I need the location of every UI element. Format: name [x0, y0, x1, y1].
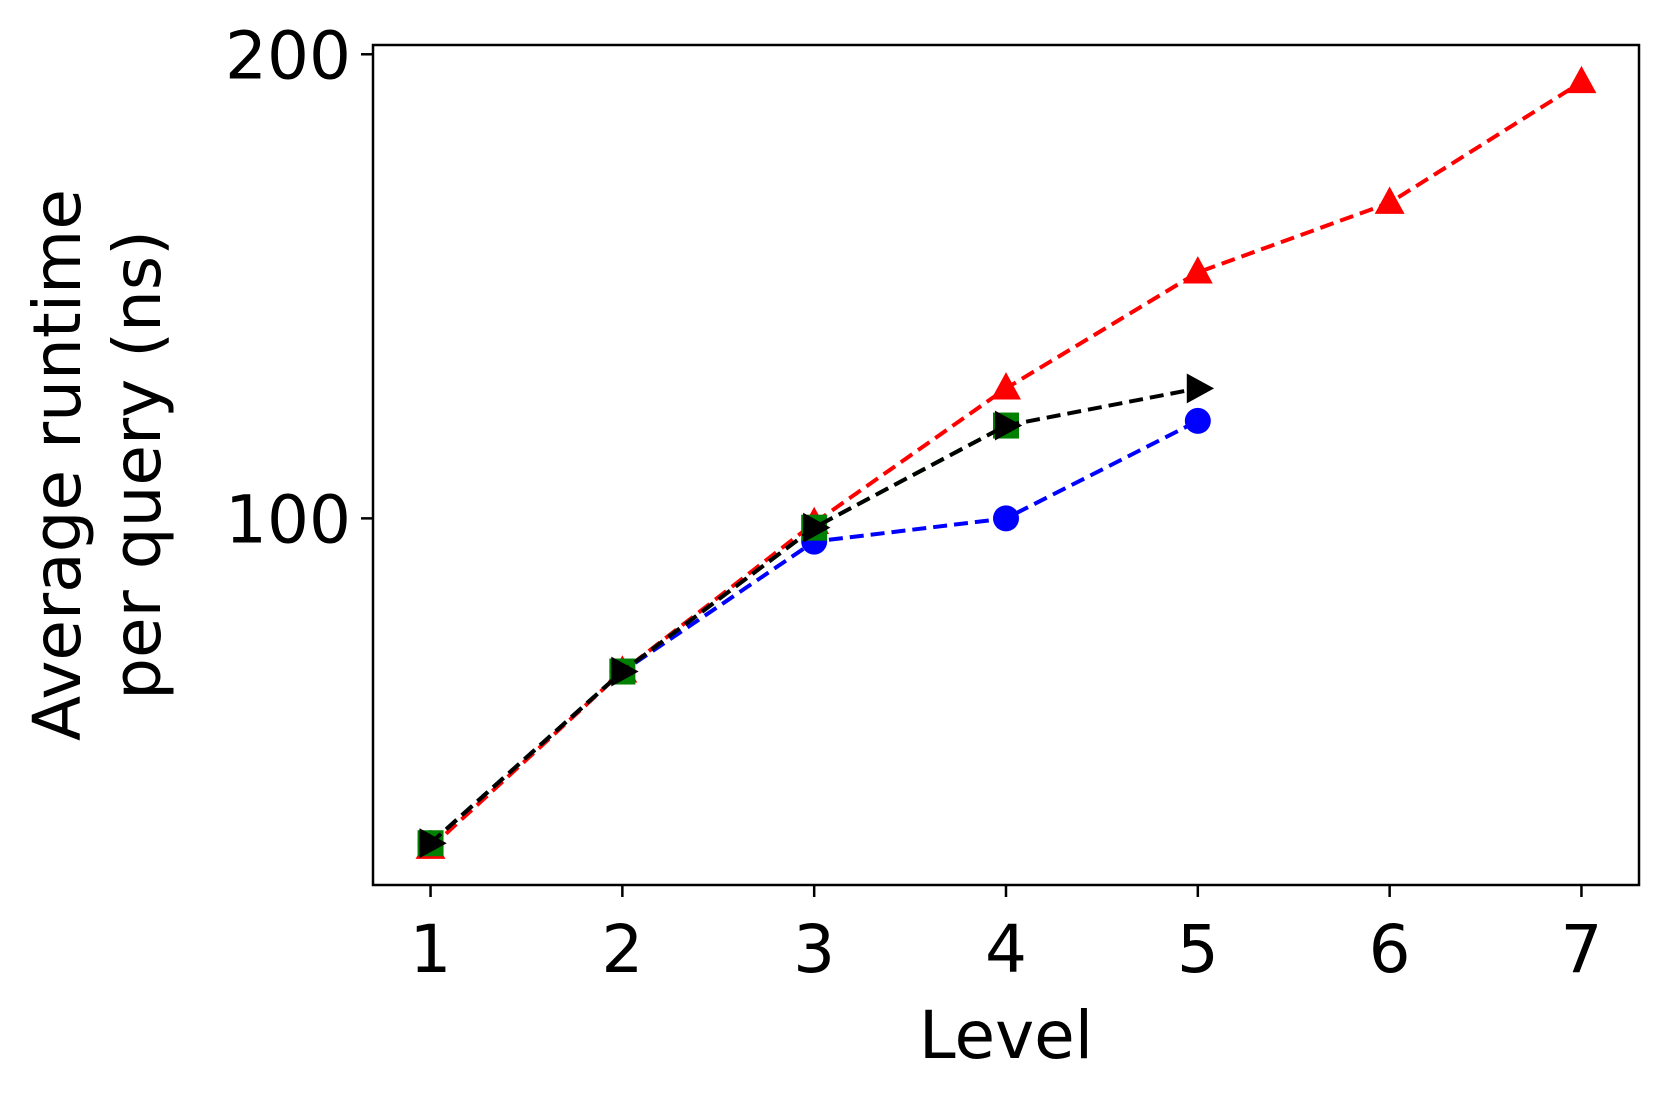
data-point	[991, 372, 1021, 400]
series-layer	[415, 65, 1597, 859]
series-line	[429, 80, 1583, 850]
y-axis-label-line-2: per query (ns)	[99, 230, 176, 700]
data-point	[1566, 65, 1597, 94]
x-tick-label: 1	[410, 911, 452, 988]
data-point	[419, 828, 447, 859]
x-tick-label: 3	[793, 911, 835, 988]
data-point	[993, 505, 1019, 532]
data-point	[803, 512, 831, 543]
data-point	[1374, 186, 1405, 214]
x-tick-label: 2	[601, 911, 643, 988]
series-3	[419, 373, 1215, 859]
y-tick-label: 100	[225, 481, 351, 558]
x-tick-label: 6	[1369, 911, 1411, 988]
y-axis-label: Average runtime per query (ns)	[19, 189, 176, 741]
data-point	[1186, 373, 1215, 404]
x-tick-label: 5	[1177, 911, 1219, 988]
y-axis: 100 200	[225, 17, 373, 558]
series-0	[415, 65, 1597, 859]
series-line	[429, 419, 1199, 845]
data-point	[1184, 407, 1211, 434]
series-2	[417, 412, 1019, 857]
x-tick-label: 4	[985, 911, 1027, 988]
data-point	[611, 656, 639, 687]
x-axis: 1 2 3 4 5 6 7	[410, 885, 1602, 988]
x-tick-label: 7	[1560, 911, 1602, 988]
x-axis-label: Level	[919, 997, 1093, 1074]
y-tick-label: 200	[225, 17, 351, 94]
series-line	[429, 423, 1007, 845]
series-1	[417, 407, 1211, 857]
plot-frame	[371, 43, 1641, 887]
series-line	[429, 386, 1199, 845]
data-point	[1182, 256, 1213, 284]
y-axis-label-line-1: Average runtime	[19, 189, 96, 741]
data-point	[994, 410, 1023, 441]
